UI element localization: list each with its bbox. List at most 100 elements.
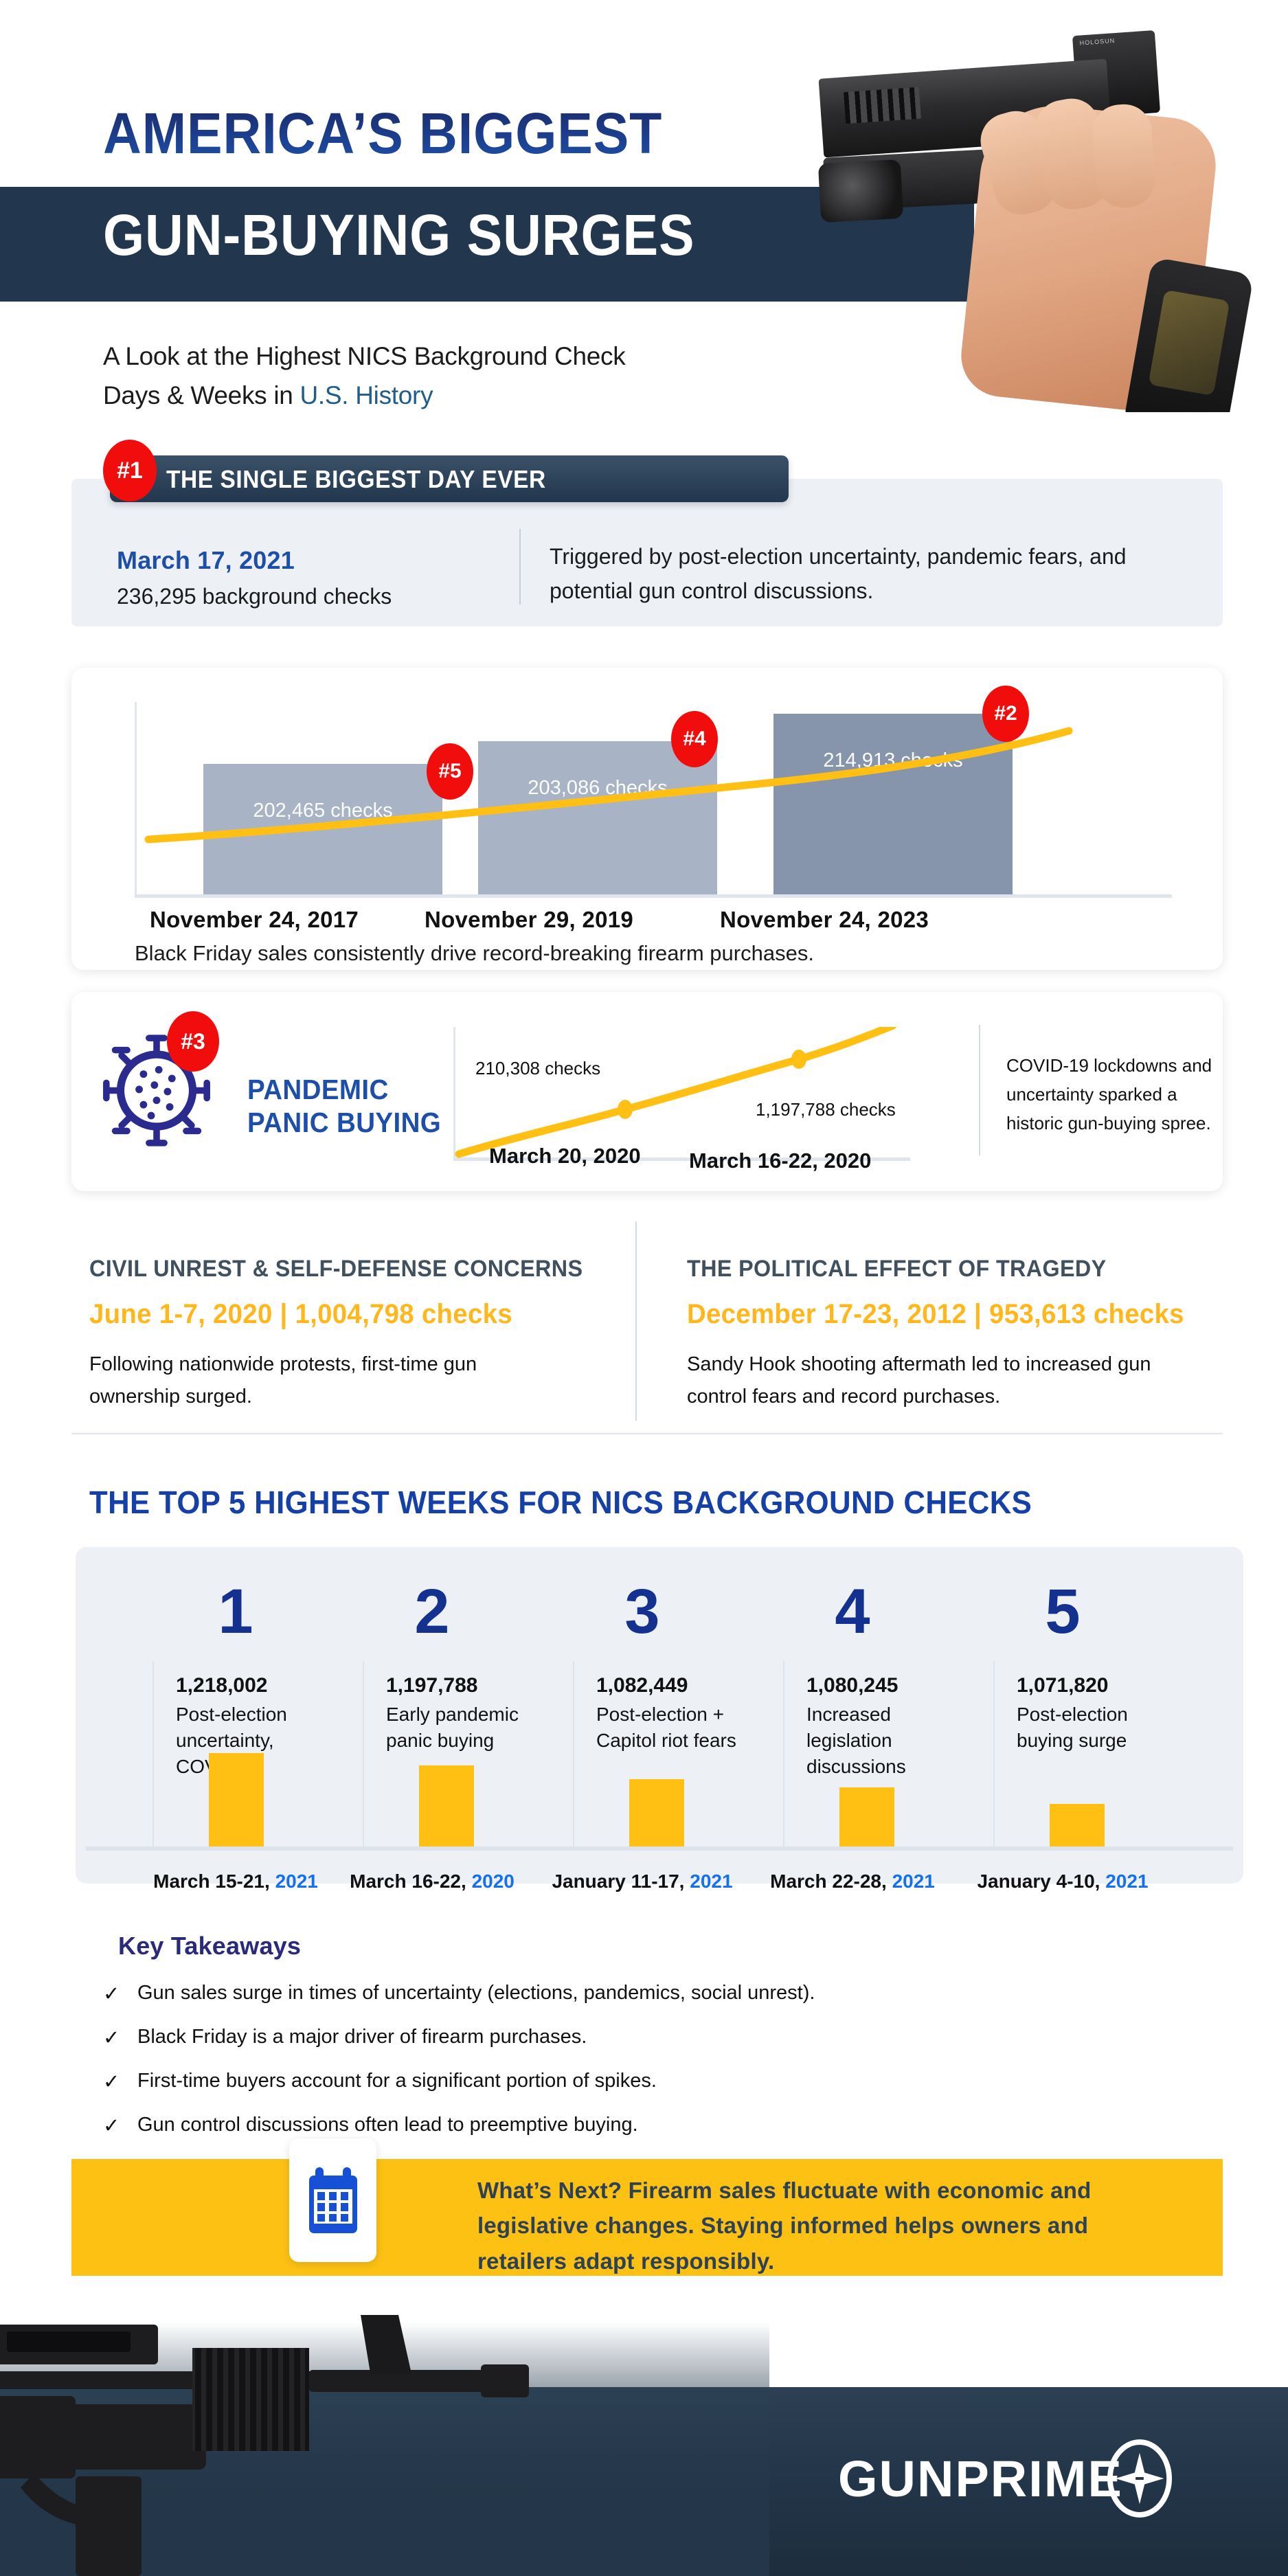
pandemic-point1-date: March 20, 2020 xyxy=(489,1144,641,1168)
key-takeaway-3: First-time buyers account for a signific… xyxy=(137,2070,657,2092)
pandemic-point2-label: 1,197,788 checks xyxy=(756,1099,896,1120)
checkmark-icon-1: ✓ xyxy=(103,1983,120,2005)
top5-rank-1: 1 xyxy=(218,1577,253,1647)
rank-badge-1: #1 xyxy=(103,440,157,501)
top5-bar-1 xyxy=(209,1753,264,1846)
pd-point-1 xyxy=(618,1100,633,1119)
top5-number-5: 1,071,820 xyxy=(1017,1674,1109,1697)
whats-next-banner xyxy=(71,2159,1223,2276)
whats-next-text: What’s Next? Firearm sales fluctuate wit… xyxy=(477,2178,1092,2274)
political-effect-heading: THE POLITICAL EFFECT OF TRAGEDY xyxy=(687,1256,1107,1282)
top5-separator-3 xyxy=(573,1661,574,1846)
black-friday-caption: Black Friday sales consistently drive re… xyxy=(135,941,814,965)
rank-badge-5: #5 xyxy=(427,743,473,800)
top5-number-4: 1,080,245 xyxy=(806,1674,899,1697)
pandemic-chart xyxy=(453,1027,948,1161)
top5-desc-5: Post-election buying surge xyxy=(1017,1704,1128,1751)
calendar-icon xyxy=(308,2167,357,2233)
top5-date-1: March 15-21, 2021 xyxy=(131,1871,341,1893)
calendar-icon-box xyxy=(289,2138,376,2262)
wristwatch xyxy=(1122,256,1254,412)
civil-unrest-heading: CIVIL UNREST & SELF-DEFENSE CONCERNS xyxy=(89,1256,583,1282)
top5-rank-5: 5 xyxy=(1045,1577,1081,1647)
top5-date-2: March 16-22, 2020 xyxy=(327,1871,537,1893)
page-subtitle: A Look at the Highest NICS Background Ch… xyxy=(103,337,626,416)
top5-date-4-main: March 22-28, xyxy=(770,1871,892,1892)
section-rule xyxy=(71,1433,1223,1434)
rank-badge-2: #2 xyxy=(982,686,1029,742)
pistol-slide xyxy=(818,58,1112,158)
top5-date-3-main: January 11-17, xyxy=(552,1871,690,1892)
finger-2 xyxy=(1031,94,1114,214)
top5-bar-2 xyxy=(419,1765,474,1846)
pd-y-axis xyxy=(453,1027,455,1161)
gunprime-logo-text: GUNPRIME xyxy=(838,2450,1123,2507)
top5-separator-2 xyxy=(363,1661,364,1846)
black-friday-chart: 202,465 checks 203,086 checks 214,913 ch… xyxy=(135,702,1172,898)
top5-baseline xyxy=(86,1846,1233,1851)
pandemic-title: PANDEMIC PANIC BUYING xyxy=(247,1073,441,1140)
political-effect-body: Sandy Hook shooting aftermath led to inc… xyxy=(687,1353,1151,1408)
top5-number-3: 1,082,449 xyxy=(596,1674,688,1697)
top5-number-1: 1,218,002 xyxy=(176,1674,268,1697)
subtitle-line1: A Look at the Highest NICS Background Ch… xyxy=(103,342,626,370)
bf-y-axis xyxy=(135,702,137,898)
top5-separator-5 xyxy=(993,1661,995,1846)
checkmark-icon-3: ✓ xyxy=(103,2071,120,2093)
top5-date-4: March 22-28, 2021 xyxy=(747,1871,958,1893)
hand xyxy=(957,98,1221,412)
bf-x-axis xyxy=(135,894,1172,898)
pandemic-title-line1: PANDEMIC xyxy=(247,1074,389,1105)
top5-bar-5 xyxy=(1050,1804,1105,1846)
top5-desc-4: Increased legislation discussions xyxy=(806,1704,906,1777)
rifle-photo xyxy=(0,2315,529,2576)
pd-point-2 xyxy=(791,1050,806,1069)
top5-bar-4 xyxy=(839,1787,894,1846)
political-effect-stat: December 17-23, 2012 | 953,613 checks xyxy=(687,1299,1184,1329)
finger-3 xyxy=(1090,102,1157,210)
biggest-day-date: March 17, 2021 xyxy=(117,546,295,574)
civil-unrest-stat: June 1-7, 2020 | 1,004,798 checks xyxy=(89,1299,512,1329)
checkmark-icon-4: ✓ xyxy=(103,2115,120,2137)
top5-section-title: THE TOP 5 HIGHEST WEEKS FOR NICS BACKGRO… xyxy=(89,1484,1032,1520)
top5-date-1-main: March 15-21, xyxy=(153,1871,275,1892)
pandemic-point2-date: March 16-22, 2020 xyxy=(689,1149,872,1173)
finger-1 xyxy=(974,104,1063,221)
pistol-grip xyxy=(1162,319,1236,412)
optic-brand-text: HOLOSUN xyxy=(1079,37,1116,47)
top5-rank-3: 3 xyxy=(624,1577,660,1647)
top5-date-3: January 11-17, 2021 xyxy=(537,1871,747,1893)
bf-bar-3: 214,913 checks xyxy=(773,714,1013,894)
biggest-day-tag-label: THE SINGLE BIGGEST DAY EVER xyxy=(166,465,546,493)
subtitle-highlight: U.S. History xyxy=(300,381,433,410)
top5-date-5-year: 2021 xyxy=(1105,1871,1149,1892)
top5-number-2: 1,197,788 xyxy=(386,1674,478,1697)
pandemic-divider xyxy=(979,1025,980,1155)
top5-separator-4 xyxy=(783,1661,784,1846)
subtitle-prefix: Days & Weeks in xyxy=(103,381,300,410)
pandemic-point1-label: 210,308 checks xyxy=(475,1058,601,1078)
top5-date-1-year: 2021 xyxy=(275,1871,318,1892)
checkmark-icon-2: ✓ xyxy=(103,2027,120,2049)
watch-face xyxy=(1148,289,1230,396)
pd-x-axis xyxy=(453,1157,910,1161)
two-column-divider xyxy=(635,1221,637,1421)
pandemic-title-line2: PANIC BUYING xyxy=(247,1107,442,1139)
civil-unrest-body: Following nationwide protests, first-tim… xyxy=(89,1353,477,1408)
top5-date-5-main: January 4-10, xyxy=(977,1871,1106,1892)
top5-rank-4: 4 xyxy=(835,1577,870,1647)
page-title-line2: GUN-BUYING SURGES xyxy=(103,203,695,267)
pandemic-description: COVID-19 lockdowns and uncertainty spark… xyxy=(1006,1055,1212,1134)
top5-desc-2: Early pandemic panic buying xyxy=(386,1704,519,1751)
key-takeaway-1: Gun sales surge in times of uncertainty … xyxy=(137,1982,815,2004)
top5-date-5: January 4-10, 2021 xyxy=(958,1871,1168,1893)
biggest-day-card xyxy=(71,479,1223,626)
key-takeaway-2: Black Friday is a major driver of firear… xyxy=(137,2026,587,2048)
biggest-day-divider xyxy=(519,529,521,605)
key-takeaways-title: Key Takeaways xyxy=(118,1932,302,1960)
top5-separator-1 xyxy=(152,1661,154,1846)
top5-date-4-year: 2021 xyxy=(892,1871,935,1892)
top5-date-3-year: 2021 xyxy=(690,1871,733,1892)
bf-x-label-2: November 29, 2019 xyxy=(424,907,634,932)
